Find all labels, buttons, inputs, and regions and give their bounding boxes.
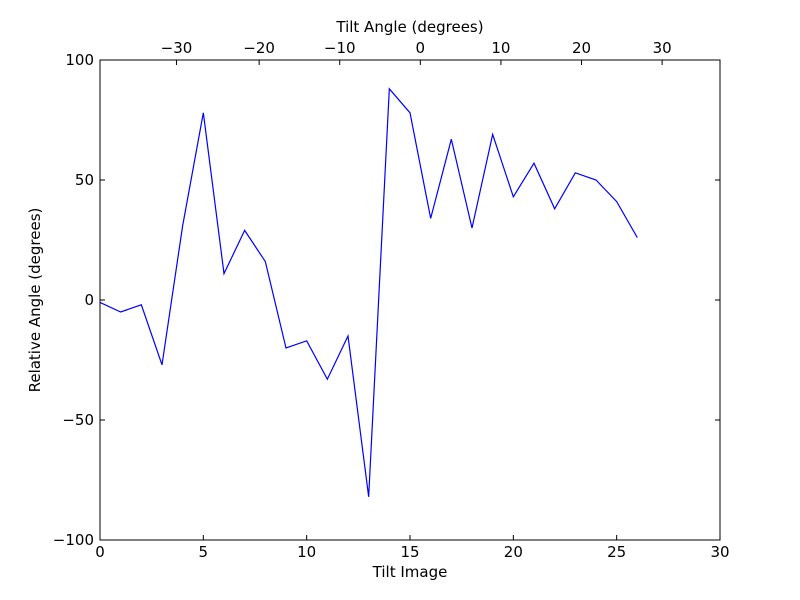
- y-tick-label: 0: [84, 291, 94, 309]
- data-point: [389, 88, 390, 89]
- data-point: [575, 172, 576, 173]
- data-point: [141, 304, 142, 305]
- x-tick-label: 5: [199, 543, 209, 561]
- data-point: [347, 335, 348, 336]
- y-axis-title: Relative Angle (degrees): [26, 208, 44, 393]
- data-point: [430, 218, 431, 219]
- top-x-tick-label: 20: [572, 39, 591, 57]
- ticks-layer: 0 5 10 15 20 25 30−30 −20 −10 0 10 20 30−100−5005010…: [53, 39, 730, 561]
- y-tick-label: −100: [53, 531, 94, 549]
- x-tick-label: 10: [297, 543, 316, 561]
- data-point: [203, 112, 204, 113]
- data-point: [471, 227, 472, 228]
- data-point: [120, 311, 121, 312]
- data-point: [616, 201, 617, 202]
- data-point: [223, 273, 224, 274]
- x-tick-label: 15: [400, 543, 419, 561]
- data-point: [265, 261, 266, 262]
- top-x-tick-label: −20: [243, 39, 275, 57]
- data-point: [513, 196, 514, 197]
- plot-frame: [99, 59, 721, 541]
- x-axis-title: Tilt Image: [372, 563, 448, 581]
- x-tick-label: 20: [504, 543, 523, 561]
- data-point: [244, 230, 245, 231]
- x-tick-label: 25: [607, 543, 626, 561]
- top-x-tick-label: 0: [416, 39, 426, 57]
- data-point: [409, 112, 410, 113]
- data-point: [595, 179, 596, 180]
- data-point: [285, 347, 286, 348]
- top-x-tick-label: 30: [653, 39, 672, 57]
- data-point: [637, 237, 638, 238]
- data-point: [368, 496, 369, 497]
- top-x-tick-label: −10: [324, 39, 356, 57]
- series-layer: [99, 87, 638, 497]
- data-point: [306, 340, 307, 341]
- data-point: [492, 134, 493, 135]
- top-axis-title: Tilt Angle (degrees): [335, 18, 483, 36]
- data-point: [161, 364, 162, 365]
- x-tick-label: 0: [95, 543, 105, 561]
- data-point: [451, 139, 452, 140]
- data-point: [554, 208, 555, 209]
- y-tick-label: 50: [75, 171, 94, 189]
- top-x-tick-label: 10: [491, 39, 510, 57]
- plot-area: [100, 60, 720, 540]
- y-tick-label: −50: [62, 411, 94, 429]
- data-point: [182, 225, 183, 226]
- x-tick-label: 30: [710, 543, 729, 561]
- top-x-tick-label: −30: [161, 39, 193, 57]
- data-point: [533, 163, 534, 164]
- y-tick-label: 100: [65, 51, 94, 69]
- series-line: [99, 87, 638, 497]
- data-point: [327, 379, 328, 380]
